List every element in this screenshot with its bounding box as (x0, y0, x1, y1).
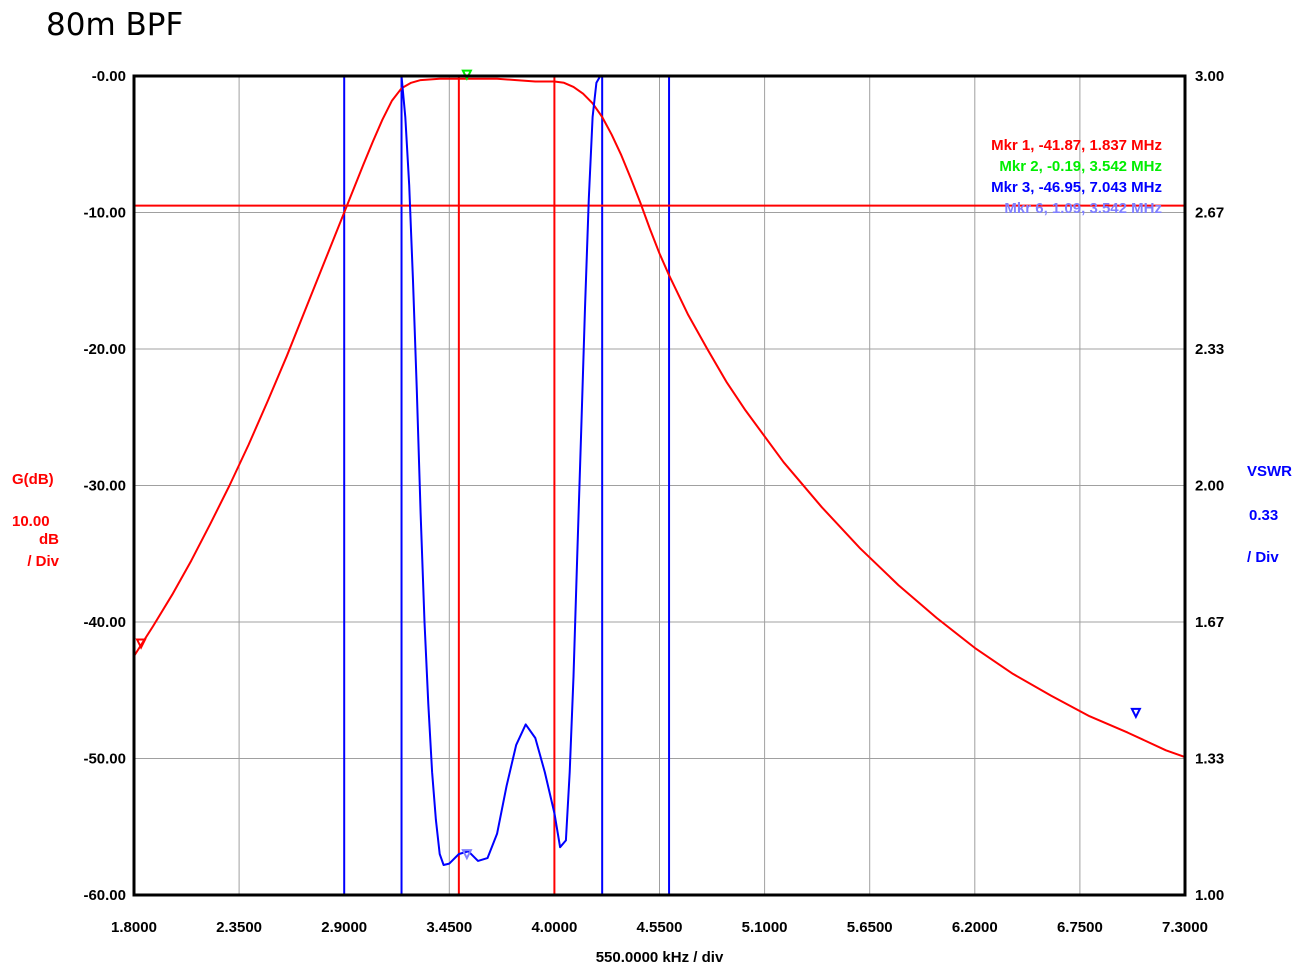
left-axis-legend: G(dB) 10.00 dB / Div (12, 471, 60, 570)
marker-readouts: Mkr 1, -41.87, 1.837 MHz Mkr 2, -0.19, 3.… (991, 137, 1162, 217)
x-tick-label: 4.0000 (531, 919, 577, 936)
left-tick-label: -50.00 (83, 751, 126, 768)
right-tick-label: 2.00 (1195, 478, 1224, 495)
x-tick-label: 2.3500 (216, 919, 262, 936)
marker-3-symbol (1130, 707, 1142, 720)
marker-readout: Mkr 1, -41.87, 1.837 MHz (991, 137, 1162, 154)
traces (133, 75, 1186, 866)
marker-4-symbol (461, 849, 473, 861)
gain-trace (133, 77, 1186, 759)
right-tick-label: 3.00 (1195, 68, 1224, 85)
x-axis-label: 550.0000 kHz / div (596, 949, 724, 966)
marker-symbols (135, 69, 1142, 861)
x-tick-label: 3.4500 (426, 919, 472, 936)
right-tick-label: 1.00 (1195, 887, 1224, 904)
grid (134, 76, 1185, 895)
left-axis-name: G(dB) (12, 471, 54, 488)
left-tick-label: -20.00 (83, 341, 126, 358)
left-tick-label: -10.00 (83, 205, 126, 222)
right-tick-label: 2.67 (1195, 205, 1224, 222)
marker-1-symbol (135, 638, 147, 650)
left-tick-label: -0.00 (92, 68, 126, 85)
x-tick-label: 5.1000 (742, 919, 788, 936)
right-axis-legend: VSWR 0.33 / Div (1247, 463, 1292, 566)
right-tick-label: 2.33 (1195, 341, 1224, 358)
marker-readout: Mkr 3, -46.95, 7.043 MHz (991, 179, 1162, 196)
right-axis-name: VSWR (1247, 463, 1292, 480)
left-axis-scale-value: 10.00 (12, 513, 50, 530)
left-tick-label: -60.00 (83, 887, 126, 904)
right-axis-scale-div: / Div (1247, 549, 1279, 566)
left-tick-label: -40.00 (83, 614, 126, 631)
marker-readout: Mkr 6, 1.09, 3.542 MHz (1004, 200, 1162, 217)
x-tick-label: 7.3000 (1162, 919, 1208, 936)
x-tick-label: 1.8000 (111, 919, 157, 936)
left-axis-scale-div: / Div (27, 553, 59, 570)
right-tick-label: 1.33 (1195, 751, 1224, 768)
x-tick-label: 6.7500 (1057, 919, 1103, 936)
left-tick-label: -30.00 (83, 478, 126, 495)
plot-frame (132, 74, 1187, 897)
left-axis-scale-unit: dB (39, 531, 59, 548)
right-tick-label: 1.67 (1195, 614, 1224, 631)
tick-labels: 1.8000 2.3500 2.9000 3.4500 4.0000 4.5500 5.10… (83, 68, 1224, 936)
x-tick-label: 2.9000 (321, 919, 367, 936)
chart-title: 80m BPF (46, 7, 183, 43)
x-tick-label: 4.5500 (637, 919, 683, 936)
right-axis-scale-value: 0.33 (1249, 507, 1278, 524)
x-tick-label: 5.6500 (847, 919, 893, 936)
x-tick-label: 6.2000 (952, 919, 998, 936)
marker-readout: Mkr 2, -0.19, 3.542 MHz (999, 158, 1162, 175)
limit-lines (134, 76, 1185, 895)
vswr-trace (400, 75, 603, 866)
